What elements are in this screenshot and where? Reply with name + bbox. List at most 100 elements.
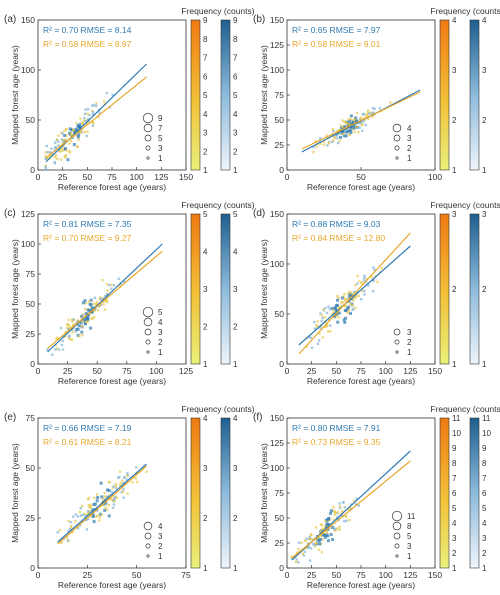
colorbar-tick-label: 3 (233, 129, 238, 138)
data-point (294, 560, 298, 563)
data-point (318, 542, 322, 546)
colorbar-tick-label: 5 (482, 504, 487, 513)
data-point (62, 138, 65, 142)
x-tick-label: 0 (285, 366, 290, 376)
fit-line-blue (47, 243, 163, 353)
size-legend-marker (143, 123, 153, 133)
data-point (355, 497, 358, 501)
data-point (334, 304, 338, 308)
x-tick-label: 25 (83, 570, 93, 580)
data-point (111, 93, 114, 97)
size-legend-label: 1 (158, 552, 163, 561)
data-point (131, 481, 134, 484)
data-point (104, 501, 108, 505)
size-legend-marker (394, 145, 400, 151)
data-point (76, 333, 80, 337)
data-point (63, 155, 67, 158)
y-tick-label: 0 (30, 563, 35, 573)
data-point (64, 128, 68, 131)
data-point (364, 123, 367, 127)
y-tick-label: 50 (26, 463, 36, 473)
data-point (372, 278, 375, 282)
data-point (126, 492, 129, 495)
colorbar-tick-label: 1 (203, 166, 208, 175)
data-point (92, 520, 96, 524)
data-point (295, 558, 298, 561)
fit-line-orange (57, 465, 147, 545)
colorbar-tick-label: 4 (233, 110, 238, 119)
colorbar-tick-label: 3 (203, 464, 208, 473)
data-point (85, 134, 88, 138)
data-point (70, 128, 74, 132)
data-point (360, 298, 363, 301)
colorbar-tick-label: 3 (203, 129, 208, 138)
data-point (376, 280, 379, 284)
colorbar-tick-label: 2 (452, 116, 457, 125)
data-point (65, 134, 68, 137)
x-tick-label: 0 (36, 366, 41, 376)
size-legend-label: 5 (407, 532, 412, 541)
stats-blue: R² = 0.65 RMSE = 7.97 (292, 25, 381, 35)
data-point (373, 268, 376, 272)
data-point (329, 511, 333, 515)
data-point (363, 293, 366, 296)
data-point (82, 313, 85, 316)
data-point (100, 495, 104, 499)
stats-orange: R² = 0.73 RMSE = 9.35 (292, 437, 381, 447)
data-point (99, 481, 103, 485)
data-point (71, 530, 74, 534)
size-legend-label: 5 (158, 134, 163, 143)
data-point (119, 481, 122, 485)
y-tick-label: 125 (270, 438, 284, 448)
data-point (86, 122, 89, 125)
data-point (61, 132, 64, 135)
data-point (77, 138, 80, 141)
data-point (349, 503, 353, 506)
data-point (84, 119, 87, 123)
data-point (336, 527, 339, 530)
x-tick-label: 100 (149, 366, 163, 376)
data-point (86, 498, 90, 501)
data-point (332, 518, 336, 521)
data-point (354, 503, 358, 506)
colorbar-tick-label: 3 (203, 285, 208, 294)
data-point (340, 512, 343, 515)
size-legend-label: 8 (407, 522, 412, 531)
data-point (58, 150, 61, 153)
x-tick-label: 150 (428, 366, 442, 376)
size-legend-label: 1 (158, 348, 163, 357)
data-point (327, 305, 330, 308)
data-point (60, 147, 64, 151)
y-tick-label: 50 (275, 309, 285, 319)
data-point (361, 129, 364, 132)
panel-label: (c) (4, 208, 16, 219)
colorbar-tick-label: 1 (452, 564, 457, 573)
fit-line-blue (298, 245, 411, 346)
data-point (53, 141, 57, 144)
colorbar-tick-label: 8 (203, 35, 208, 44)
data-point (96, 514, 99, 518)
data-point (295, 551, 299, 554)
data-point (336, 320, 340, 324)
y-axis-label: Mapped forest age (years) (10, 239, 20, 339)
data-point (308, 535, 312, 538)
panel-label: (a) (4, 14, 16, 25)
data-point (362, 120, 366, 123)
data-point (78, 131, 81, 135)
data-point (89, 510, 92, 513)
data-point (99, 303, 103, 306)
data-point (83, 318, 87, 322)
data-point (372, 289, 375, 293)
data-point (63, 129, 66, 133)
data-point (339, 135, 343, 139)
x-tick-label: 150 (428, 570, 442, 580)
colorbar-orange (439, 19, 450, 171)
stats-blue: R² = 0.70 RMSE = 8.14 (43, 25, 132, 35)
data-point (300, 541, 303, 545)
data-point (98, 519, 101, 522)
data-point (85, 528, 89, 531)
data-point (117, 476, 120, 479)
data-point (87, 503, 91, 507)
data-point (70, 526, 73, 529)
data-point (81, 520, 84, 523)
